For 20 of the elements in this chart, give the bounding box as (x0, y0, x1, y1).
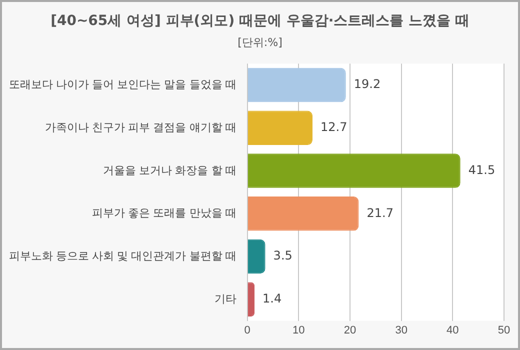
data-label: 19.2 (354, 77, 381, 92)
data-label: 3.5 (273, 248, 292, 263)
x-tick-label: 20 (344, 324, 356, 336)
y-tick-label: 가족이나 친구가 피부 결점을 얘기할 때 (45, 122, 236, 134)
chart-title: [40~65세 여성] 피부(외모) 때문에 우울감·스트레스를 느꼈을 때 (50, 12, 470, 30)
y-tick-label: 거울을 보거나 화장을 할 때 (103, 164, 236, 177)
y-tick-label: 피부노화 등으로 사회 및 대인관계가 불편할 때 (8, 250, 236, 263)
y-tick-label: 또래보다 나이가 들어 보인다는 말을 들었을 때 (8, 79, 236, 92)
x-tick-label: 10 (292, 324, 305, 336)
x-tick-label: 30 (395, 324, 408, 336)
data-label: 41.5 (468, 162, 496, 177)
data-label: 12.7 (320, 120, 348, 134)
y-tick-label: 피부가 좋은 또래를 만났을 때 (92, 208, 236, 220)
y-tick-label: 기타 (214, 293, 236, 306)
data-label: 1.4 (262, 291, 282, 306)
chart-subtitle: [단위:%] (236, 35, 284, 50)
x-tick-label: 40 (446, 324, 459, 336)
data-label: 21.7 (366, 206, 394, 220)
x-tick-label: 50 (498, 324, 510, 336)
x-tick-label: 0 (244, 324, 250, 336)
